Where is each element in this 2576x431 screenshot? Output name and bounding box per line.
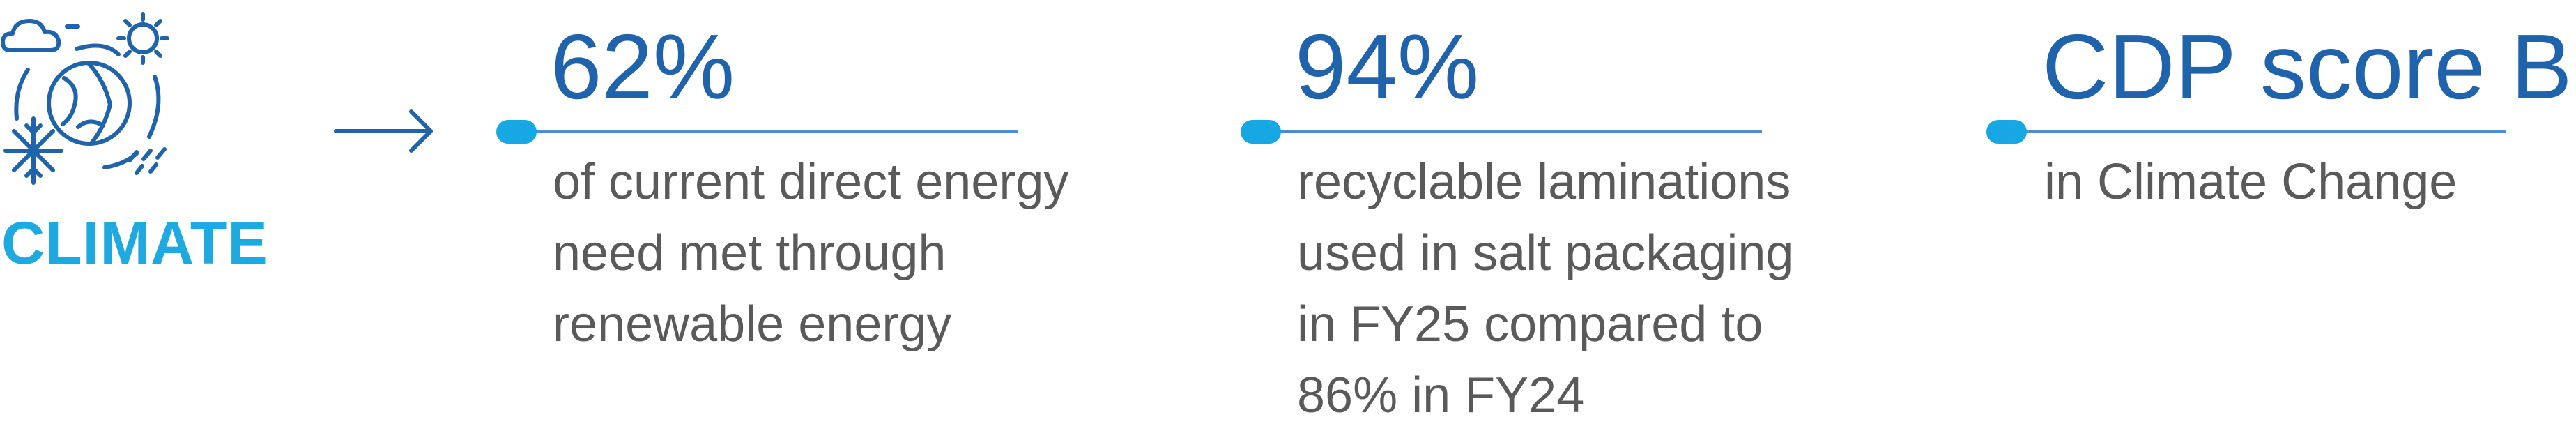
right-arrow-icon	[334, 109, 433, 153]
globe-icon	[47, 61, 132, 146]
metric-description: recyclable laminations used in salt pack…	[1297, 154, 1794, 423]
metric-divider	[2007, 130, 2506, 133]
metric-description: in Climate Change	[2044, 154, 2458, 210]
metric-bullet	[1986, 120, 2027, 144]
metric-divider	[1260, 130, 1762, 133]
metric-description: of current direct energy need met throug…	[553, 154, 1069, 352]
cloud-icon	[1, 19, 61, 52]
metric-value: CDP score B	[2042, 15, 2573, 118]
metric-bullet	[496, 120, 537, 144]
rain-icon	[128, 147, 167, 175]
metric-divider	[516, 130, 1018, 133]
metric-bullet	[1241, 120, 1281, 144]
metric-value: 62%	[551, 15, 735, 118]
sun-icon	[116, 12, 169, 65]
snowflake-icon	[3, 116, 63, 185]
metric-value: 94%	[1295, 15, 1480, 118]
section-label: CLIMATE	[1, 210, 268, 277]
climate-cycle-icon	[1, 12, 169, 185]
